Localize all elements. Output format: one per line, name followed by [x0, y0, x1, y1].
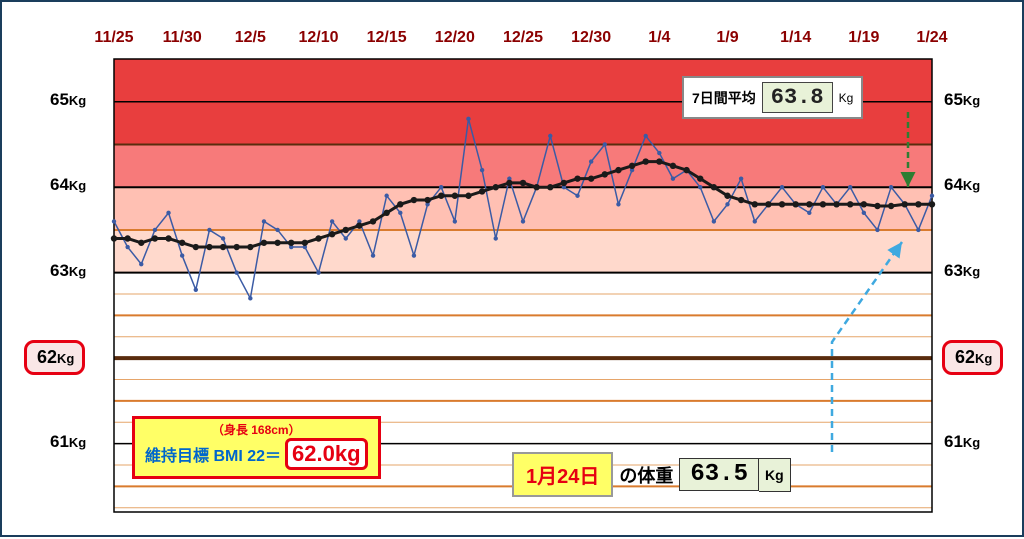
- y-tick-62-right: 62Kg: [942, 340, 1003, 375]
- bmi-target-box: （身長 168cm） 維持目標 BMI 22＝ 62.0kg: [132, 416, 381, 479]
- weight-unit: Kg: [759, 458, 791, 492]
- x-tick: 12/20: [435, 29, 475, 47]
- x-tick: 1/24: [916, 29, 947, 47]
- target-height: （身長 168cm）: [145, 421, 368, 438]
- y-tick-left: 63Kg: [50, 261, 86, 281]
- weight-label: の体重: [619, 462, 673, 488]
- x-tick: 1/4: [648, 29, 670, 47]
- y-tick-right: 63Kg: [944, 261, 980, 281]
- y-tick-right: 64Kg: [944, 175, 980, 195]
- current-weight-box: 1月24日 の体重 63.5 Kg: [512, 452, 791, 497]
- x-tick: 1/14: [780, 29, 811, 47]
- x-tick: 11/25: [94, 29, 133, 47]
- x-tick: 1/9: [716, 29, 738, 47]
- x-tick: 12/5: [235, 29, 266, 47]
- target-label: 維持目標 BMI 22＝: [145, 442, 281, 466]
- y-tick-left: 61Kg: [50, 432, 86, 452]
- y-tick-left: 65Kg: [50, 90, 86, 110]
- weight-value: 63.5: [679, 458, 759, 491]
- y-tick-right: 61Kg: [944, 432, 980, 452]
- avg-label: 7日間平均: [692, 88, 756, 108]
- x-tick: 12/30: [571, 29, 611, 47]
- x-tick: 1/19: [848, 29, 879, 47]
- x-tick: 11/30: [163, 29, 202, 47]
- y-tick-62-left: 62Kg: [24, 340, 85, 375]
- seven-day-avg-box: 7日間平均 63.8 Kg: [682, 76, 863, 119]
- x-tick: 12/15: [367, 29, 407, 47]
- avg-unit: Kg: [839, 91, 854, 105]
- x-tick: 12/10: [298, 29, 338, 47]
- weight-date: 1月24日: [512, 452, 613, 497]
- x-tick: 12/25: [503, 29, 543, 47]
- y-tick-left: 64Kg: [50, 175, 86, 195]
- target-value: 62.0kg: [285, 438, 368, 470]
- avg-value: 63.8: [762, 82, 833, 113]
- y-tick-right: 65Kg: [944, 90, 980, 110]
